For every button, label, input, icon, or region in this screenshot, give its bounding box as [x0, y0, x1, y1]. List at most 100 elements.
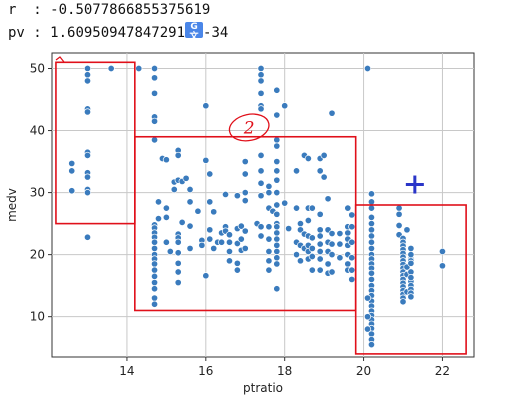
data-point — [68, 167, 76, 175]
data-point — [328, 268, 336, 276]
data-point — [150, 260, 159, 268]
data-point — [257, 232, 265, 240]
data-point — [273, 229, 281, 237]
y-tick-label: 20 — [30, 248, 45, 262]
data-point — [218, 238, 226, 246]
data-point — [363, 294, 372, 302]
data-point — [83, 233, 92, 241]
data-point — [367, 213, 376, 221]
data-point — [407, 259, 415, 267]
data-point — [150, 285, 159, 293]
data-point — [107, 64, 115, 73]
data-point — [328, 229, 336, 238]
data-point — [150, 89, 159, 97]
data-point — [221, 190, 230, 199]
data-point — [407, 251, 415, 259]
data-point — [363, 64, 372, 73]
data-point — [150, 272, 159, 280]
data-point — [292, 251, 301, 259]
x-axis-label: ptratio — [243, 381, 283, 395]
data-point — [174, 268, 182, 276]
data-point — [265, 223, 273, 231]
x-tick-label: 22 — [435, 364, 450, 378]
data-point — [281, 102, 289, 110]
data-point — [320, 173, 328, 181]
data-point — [395, 221, 403, 230]
data-point — [363, 325, 372, 333]
data-point — [257, 64, 265, 73]
axis-ticks: 14 16 18 20 22 10 20 30 40 50 — [30, 62, 450, 378]
data-point — [273, 260, 281, 268]
data-point — [328, 251, 336, 259]
data-point — [367, 232, 376, 240]
data-point — [367, 269, 376, 277]
data-point — [273, 136, 281, 144]
data-point — [273, 247, 281, 256]
data-point — [438, 262, 446, 270]
data-point — [68, 159, 76, 167]
data-point — [344, 260, 352, 268]
x-tick-label: 16 — [198, 364, 213, 378]
data-point — [316, 240, 324, 248]
data-point — [316, 167, 324, 175]
pv-value: 1.60950947847291 — [50, 25, 186, 41]
data-point — [395, 204, 403, 212]
data-point — [324, 260, 332, 268]
data-point — [367, 204, 376, 212]
data-point — [399, 298, 407, 306]
data-point — [367, 220, 376, 228]
data-point — [174, 279, 182, 287]
data-point — [296, 226, 305, 234]
data-point — [292, 167, 301, 175]
x-tick-label: 18 — [277, 364, 292, 378]
data-point — [336, 254, 344, 262]
annotation-stroke — [55, 56, 65, 63]
data-point — [316, 266, 324, 274]
data-point — [308, 204, 316, 212]
data-point — [273, 223, 281, 231]
data-point — [328, 109, 336, 117]
data-point — [273, 111, 281, 119]
data-point — [154, 215, 163, 223]
y-tick-label: 40 — [30, 124, 45, 138]
data-point — [206, 235, 214, 243]
data-points — [68, 64, 446, 349]
data-point — [273, 210, 281, 218]
data-point — [273, 158, 281, 166]
data-point — [257, 105, 265, 113]
data-point — [296, 257, 305, 265]
data-point — [308, 244, 316, 252]
annotation-circle — [228, 113, 270, 142]
data-point — [407, 274, 415, 282]
data-point — [83, 77, 92, 85]
data-point — [344, 229, 352, 237]
data-point — [257, 89, 265, 97]
data-point — [83, 173, 92, 181]
r-label: r : — [8, 2, 51, 18]
data-point — [241, 158, 249, 166]
data-point — [336, 229, 344, 238]
data-point — [150, 117, 159, 125]
data-point — [150, 244, 159, 252]
data-point — [150, 64, 159, 73]
x-tick-label: 20 — [356, 364, 371, 378]
data-point — [407, 293, 415, 301]
data-point — [182, 174, 190, 182]
data-point — [304, 216, 312, 225]
data-point — [348, 211, 356, 219]
data-point — [210, 208, 218, 216]
data-point — [162, 156, 170, 164]
data-point — [237, 222, 245, 230]
data-point — [233, 259, 241, 267]
data-point — [237, 235, 245, 243]
data-point — [265, 235, 273, 243]
data-point — [328, 240, 336, 248]
data-point — [202, 156, 210, 164]
data-point — [367, 275, 376, 283]
data-point — [83, 189, 92, 197]
data-point — [273, 235, 281, 243]
data-point — [273, 285, 281, 293]
data-point — [150, 279, 159, 287]
